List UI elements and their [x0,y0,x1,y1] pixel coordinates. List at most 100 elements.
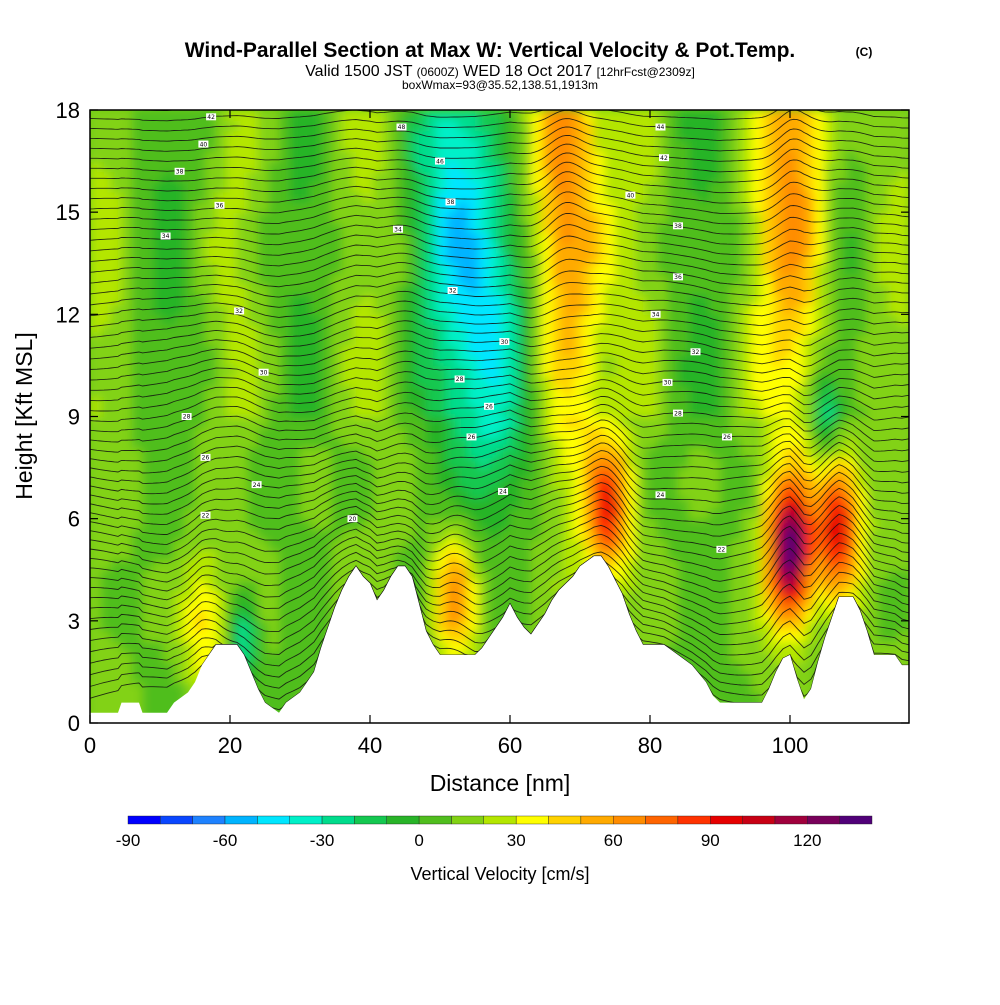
velocity-cell [594,201,606,213]
velocity-cell [300,283,312,295]
velocity-cell [604,242,616,254]
velocity-cell [226,324,238,336]
velocity-cell [132,426,144,438]
velocity-cell [793,590,805,602]
velocity-cell [163,406,175,418]
velocity-cell [373,181,385,193]
velocity-cell [688,314,700,326]
velocity-cell [384,355,396,367]
velocity-cell [279,334,291,346]
velocity-cell [405,396,417,408]
velocity-cell [646,222,658,234]
velocity-cell [762,304,774,316]
velocity-cell [132,150,144,162]
velocity-cell [636,447,648,459]
velocity-cell [552,263,564,275]
velocity-cell [573,457,585,469]
velocity-cell [552,222,564,234]
velocity-cell [468,242,480,254]
velocity-cell [331,355,343,367]
velocity-cell [615,355,627,367]
velocity-cell [478,201,490,213]
velocity-cell [709,569,721,581]
contour-label: 48 [398,124,406,131]
velocity-cell [268,641,280,653]
velocity-cell [279,559,291,571]
velocity-cell [184,457,196,469]
velocity-cell [363,426,375,438]
velocity-cell [615,242,627,254]
velocity-cell [877,488,889,499]
velocity-cell [447,201,459,213]
velocity-cell [510,396,522,408]
velocity-cell [279,457,291,469]
velocity-cell [825,120,837,132]
velocity-cell [594,447,606,459]
velocity-cell [510,324,522,336]
velocity-cell [741,641,753,653]
velocity-cell [520,334,532,346]
velocity-cell [793,610,805,622]
velocity-cell [730,498,742,510]
velocity-cell [877,457,889,469]
velocity-cell [310,324,322,336]
contour-label-bg [673,273,683,281]
velocity-cell [667,416,679,428]
velocity-cell [762,488,774,499]
velocity-cell [405,365,417,377]
velocity-cell [898,232,909,244]
velocity-cell [226,457,238,469]
velocity-cell [415,334,427,346]
velocity-cell [888,293,900,305]
velocity-cell [226,253,238,264]
contour-label: 30 [501,339,509,346]
velocity-cell [436,467,448,479]
velocity-cell [216,508,228,520]
velocity-cell [552,293,564,305]
velocity-cell [415,201,427,213]
velocity-cell [499,498,511,510]
velocity-cell [510,314,522,326]
velocity-cell [552,283,564,295]
velocity-cell [121,334,133,346]
velocity-cell [184,498,196,510]
velocity-cell [436,375,448,387]
velocity-cell [384,365,396,377]
velocity-cell [195,283,207,295]
velocity-cell [153,641,165,653]
velocity-cell [468,191,480,203]
velocity-cell [226,355,238,367]
velocity-cell [426,242,438,254]
velocity-cell [520,559,532,571]
velocity-cell [184,314,196,326]
velocity-cell [90,232,102,244]
velocity-cell [100,314,112,326]
velocity-cell [279,273,291,285]
velocity-cell [804,671,816,683]
velocity-cell [825,447,837,459]
velocity-cell [625,467,637,479]
velocity-cell [310,314,322,326]
velocity-cell [804,539,816,551]
velocity-cell [289,447,301,459]
velocity-cell [510,171,522,183]
velocity-cell [195,600,207,612]
velocity-cell [457,539,469,551]
velocity-cell [415,140,427,152]
velocity-cell [877,426,889,438]
velocity-cell [331,140,343,152]
velocity-cell [730,365,742,377]
velocity-cell [499,355,511,367]
velocity-cell [226,212,238,224]
velocity-cell [436,314,448,326]
velocity-cell [856,355,868,367]
velocity-cell [195,181,207,193]
velocity-cell [132,467,144,479]
velocity-cell [142,549,154,561]
velocity-cell [384,273,396,285]
velocity-cell [499,181,511,193]
velocity-cell [174,273,186,285]
velocity-cell [772,161,784,173]
velocity-cell [888,416,900,428]
velocity-cell [163,293,175,305]
